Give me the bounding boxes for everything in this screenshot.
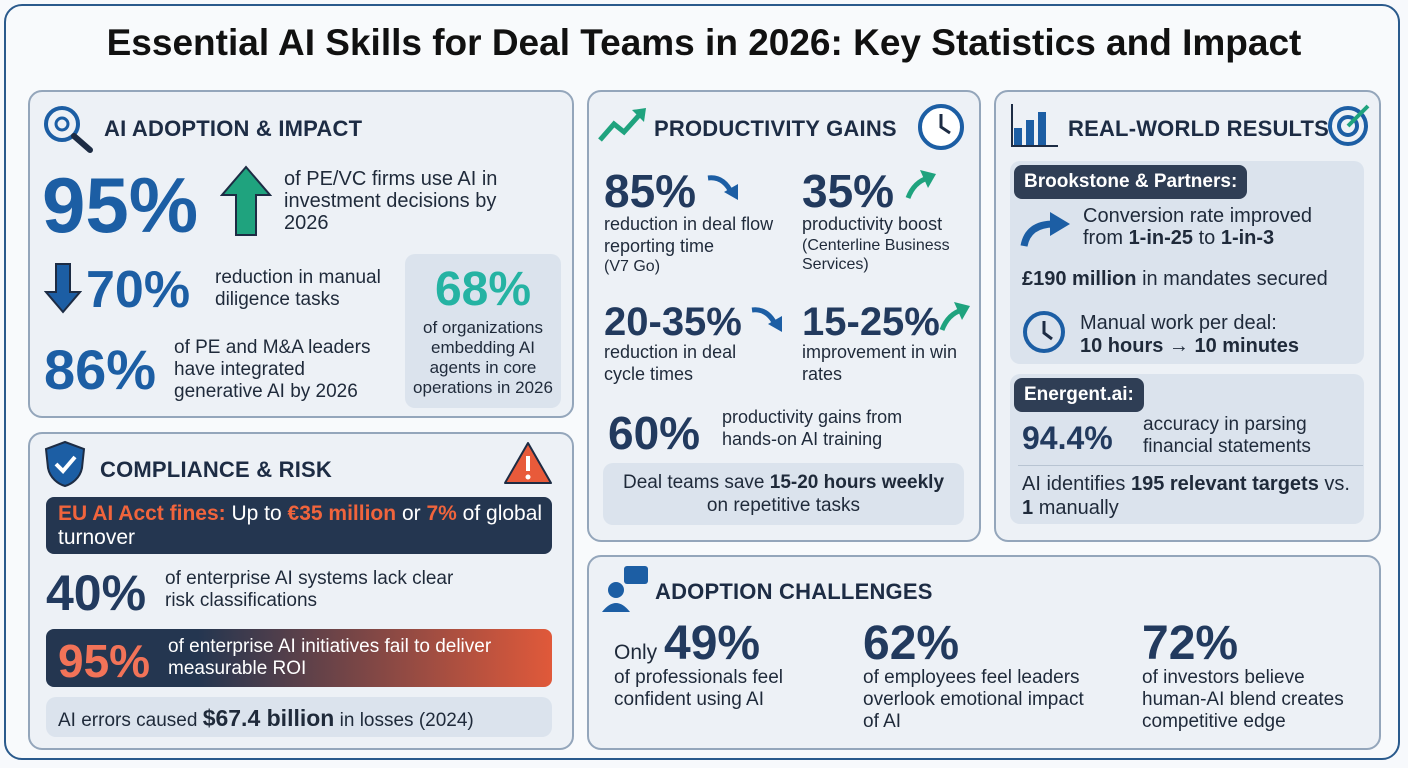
stat-text: accuracy in parsing financial statements xyxy=(1143,414,1311,457)
note-pre: Deal teams save xyxy=(622,472,765,493)
stat-text: reduction in manual diligence tasks xyxy=(215,267,381,310)
side-box xyxy=(405,254,561,408)
stat-value: 40% xyxy=(46,565,147,621)
work-bold: 10 hours → 10 minutes xyxy=(1080,335,1299,357)
fail-bar xyxy=(46,629,552,687)
icon xyxy=(939,302,970,331)
note-box xyxy=(603,463,964,525)
eu-pre: Up to xyxy=(231,502,282,525)
heading: PRODUCTIVITY GAINS xyxy=(654,116,897,141)
losses-amount: $67.4 billion xyxy=(202,705,335,731)
losses-box xyxy=(46,697,552,737)
stat-text: productivity boost xyxy=(802,214,943,234)
stat-text: of enterprise AI initiatives fail to del… xyxy=(168,636,492,679)
stat-text: reduction in deal cycle times xyxy=(604,342,737,384)
conversion-mid: to xyxy=(1198,227,1216,249)
heading: ADOPTION CHALLENGES xyxy=(655,579,933,604)
losses-pre: AI errors caused xyxy=(58,710,198,731)
eu-lead: EU AI Acct fines: xyxy=(58,502,226,525)
stat-value: 95% xyxy=(58,635,151,687)
targets: AI identifies 195 relevant targets vs. 1… xyxy=(1022,472,1362,520)
targets-pre: AI identifies xyxy=(1022,473,1126,495)
stat-text: reduction in deal flow reporting time xyxy=(604,214,774,256)
note-post: on repetitive tasks xyxy=(706,495,861,516)
eu-amount: €35 million xyxy=(287,502,397,525)
work-pre: Manual work per deal: xyxy=(1080,312,1277,334)
stat-text: of professionals feel confident using AI xyxy=(614,667,783,710)
stat-source: (Centerline Business Services) xyxy=(802,237,950,273)
losses-text: AI errors caused $67.4 billion in losses… xyxy=(58,705,474,732)
targets-mid: vs. xyxy=(1324,473,1350,495)
stat-text: improvement in win rates xyxy=(802,342,958,384)
stat-value: 15-25% xyxy=(802,300,940,344)
icon xyxy=(504,442,552,484)
targets-bold: 195 relevant targets xyxy=(1130,473,1319,495)
icon xyxy=(751,307,782,332)
stat-source: (V7 Go) xyxy=(604,258,661,275)
conversion-pre: Conversion rate improved from xyxy=(1083,205,1312,249)
eu-text: EU AI Acct fines: Up to €35 million or 7… xyxy=(58,502,548,550)
stat-text: of PE/VC firms use AI in investment deci… xyxy=(284,168,498,234)
targets-count: 1 xyxy=(1022,497,1034,519)
stat-text: of enterprise AI systems lack clear risk… xyxy=(165,568,454,611)
heading: REAL-WORLD RESULTS xyxy=(1068,116,1330,141)
note-text: Deal teams save 15-20 hours weekly on re… xyxy=(613,471,954,517)
eu-post: of global turnover xyxy=(58,502,543,549)
divider xyxy=(1018,465,1363,466)
stat-text: of employees feel leaders overlook emoti… xyxy=(863,667,1084,732)
stat-text: of PE and M&A leaders have integrated ge… xyxy=(174,337,371,402)
icon xyxy=(707,175,738,200)
conversion-to: 1-in-3 xyxy=(1220,227,1275,249)
heading: COMPLIANCE & RISK xyxy=(100,457,332,482)
icon xyxy=(1011,104,1058,147)
eu-mid: or xyxy=(401,502,421,525)
icon xyxy=(44,440,86,488)
stat-value: 85% xyxy=(604,165,697,217)
stat-value: 86% xyxy=(44,338,157,401)
targets-post: manually xyxy=(1038,497,1119,519)
title: Essential AI Skills for Deal Teams in 20… xyxy=(106,22,1302,63)
stat-value: 60% xyxy=(608,407,701,459)
icon xyxy=(44,106,93,153)
stat-value: 68% xyxy=(434,263,532,316)
stat-value: 62% xyxy=(863,617,960,670)
stat-value: 70% xyxy=(86,261,191,319)
icon xyxy=(598,108,646,142)
stat-text: productivity gains from hands-on AI trai… xyxy=(722,407,903,449)
icon xyxy=(602,566,648,612)
mandates-bold: £190 million xyxy=(1022,268,1137,290)
stat-value: 95% xyxy=(42,161,199,249)
icon xyxy=(220,165,272,236)
conversion: Conversion rate improved from 1-in-25 to… xyxy=(1083,205,1353,249)
stat-value: 49% xyxy=(664,617,761,670)
conversion-from: 1-in-25 xyxy=(1128,227,1194,249)
challenges-panel xyxy=(587,555,1381,750)
eu-bar xyxy=(46,497,552,554)
mandates: £190 million in mandates secured xyxy=(1022,268,1328,291)
heading: AI ADOPTION & IMPACT xyxy=(104,116,363,141)
icon xyxy=(44,263,82,314)
icon xyxy=(1328,104,1370,146)
icon xyxy=(905,170,936,199)
stat-text: of investors believe human-AI blend crea… xyxy=(1142,667,1344,732)
label: Energent.ai: xyxy=(1014,378,1144,412)
stat-value: 94.4% xyxy=(1022,420,1113,456)
icon xyxy=(918,104,964,150)
stat-prefix: Only xyxy=(614,641,658,664)
stat-text: of organizations embedding AI agents in … xyxy=(413,318,553,397)
losses-post: in losses (2024) xyxy=(339,710,474,731)
icon xyxy=(1020,212,1070,247)
stat-value: 35% xyxy=(802,165,895,217)
note-bold: 15-20 hours weekly xyxy=(769,472,945,493)
stat-value: 72% xyxy=(1142,617,1239,670)
mandates-post: in mandates secured xyxy=(1142,268,1328,290)
eu-pct: 7% xyxy=(426,502,457,525)
icon xyxy=(1023,311,1065,353)
stat-value: 20-35% xyxy=(604,300,742,344)
label: Brookstone & Partners: xyxy=(1014,165,1248,199)
